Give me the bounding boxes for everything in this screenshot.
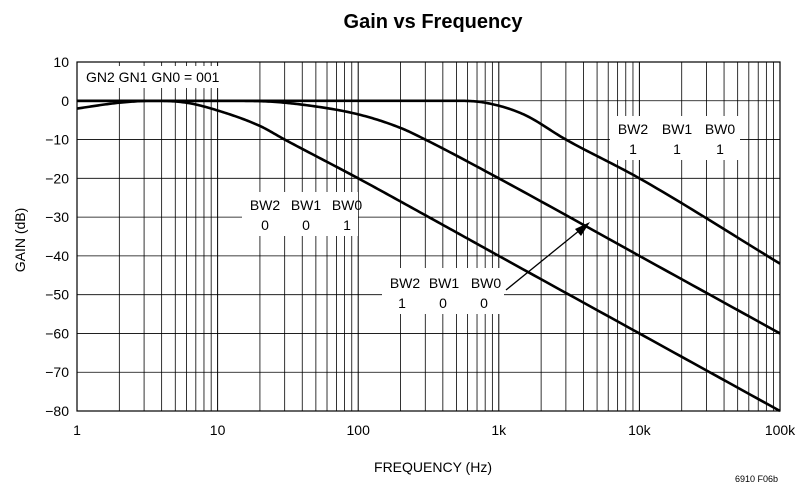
bw-100-bit-0: 1 [398,295,406,311]
bw-100-arrow-line [505,229,581,291]
x-tick-label: 10 [210,422,226,438]
bw-001-bg [242,192,358,236]
y-tick-label: −50 [45,287,69,303]
series-group [76,99,781,413]
bw-001-name-1: BW1 [291,197,322,213]
bw-100-name-0: BW2 [390,275,421,291]
bw-001-bit-2: 1 [343,217,351,233]
gain-setting-label: GN2 GN1 GN0 = 001 [86,69,220,85]
bw-100-bit-2: 0 [480,295,488,311]
bw-111-bit-0: 1 [629,141,637,157]
bw-001-annotation: BW2 BW1 BW0 0 0 1 [242,192,362,236]
bw-111-bit-1: 1 [673,141,681,157]
bw-100-bg [382,268,504,314]
y-tick-label: −80 [45,403,69,419]
y-tick-label: −60 [45,325,69,341]
bw-100-bit-1: 0 [439,295,447,311]
bw-100-name-2: BW0 [471,275,502,291]
chart-title: Gain vs Frequency [344,11,524,33]
series-line-3 [77,99,781,265]
bw-001-name-2: BW0 [332,197,363,213]
y-tick-labels: 10 0 −10 −20 −30 −40 −50 −60 −70 −80 [45,54,69,419]
gain-setting-bg [80,66,258,88]
y-tick-label: −30 [45,209,69,225]
x-tick-label: 10k [628,422,652,438]
bw-100-name-1: BW1 [429,275,460,291]
x-axis-label: FREQUENCY (Hz) [374,459,492,475]
bw-111-name-0: BW2 [618,121,649,137]
y-tick-label: −10 [45,132,69,148]
y-tick-label: 0 [61,93,69,109]
plot-frame [76,61,781,412]
x-tick-label: 1k [491,422,507,438]
x-tick-label: 100 [347,422,371,438]
bw-001-bit-1: 0 [302,217,310,233]
x-tick-labels: 1 10 100 1k 10k 100k [73,422,796,438]
grid [77,62,780,411]
figure-id: 6910 F06b [735,474,778,484]
bw-001-bit-0: 0 [261,217,269,233]
bw-100-annotation: BW2 BW1 BW0 1 0 0 [382,268,504,314]
y-tick-label: −20 [45,170,69,186]
bw-111-annotation: BW2 BW1 BW0 1 1 1 [610,116,740,160]
bw-111-name-2: BW0 [705,121,736,137]
bw-100-arrow-head [575,222,590,236]
plot-border [76,61,781,412]
bw-111-name-1: BW1 [662,121,693,137]
x-tick-label: 100k [765,422,796,438]
y-tick-label: −40 [45,248,69,264]
y-tick-label: 10 [53,54,69,70]
x-tick-label: 1 [73,422,81,438]
y-tick-label: −70 [45,364,69,380]
bw-111-bg [610,116,740,160]
y-axis-label: GAIN (dB) [12,208,28,273]
bw-111-bit-2: 1 [716,141,724,157]
bw-001-name-0: BW2 [250,197,281,213]
